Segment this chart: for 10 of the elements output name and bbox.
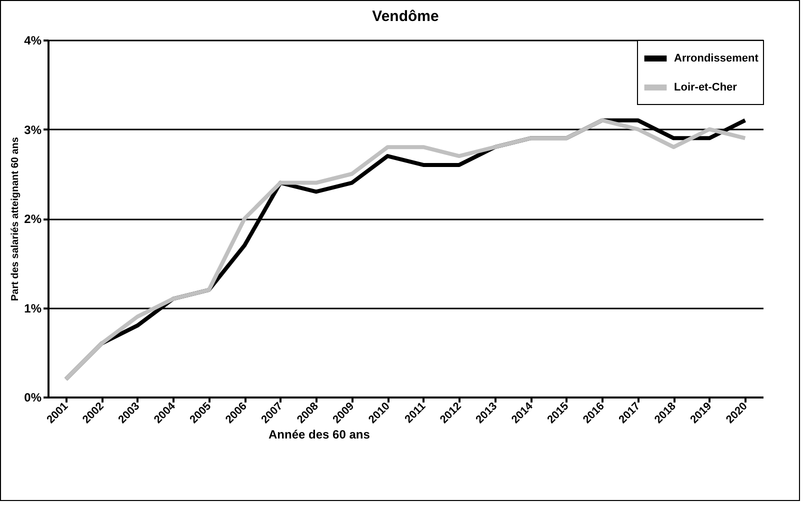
y-tick-label: 4% bbox=[24, 34, 42, 48]
y-axis-title: Part des salariés atteignant 60 ans bbox=[10, 136, 22, 301]
x-axis-title: Année des 60 ans bbox=[268, 427, 370, 442]
y-tick-label: 0% bbox=[24, 390, 42, 404]
y-tick-label: 3% bbox=[24, 122, 42, 137]
legend-label: Arrondissement bbox=[674, 52, 759, 64]
legend-label: Loir-et-Cher bbox=[674, 82, 738, 94]
chart-title: Vendôme bbox=[372, 8, 439, 25]
y-tick-label: 2% bbox=[24, 212, 42, 226]
y-tick-label: 1% bbox=[24, 301, 42, 316]
